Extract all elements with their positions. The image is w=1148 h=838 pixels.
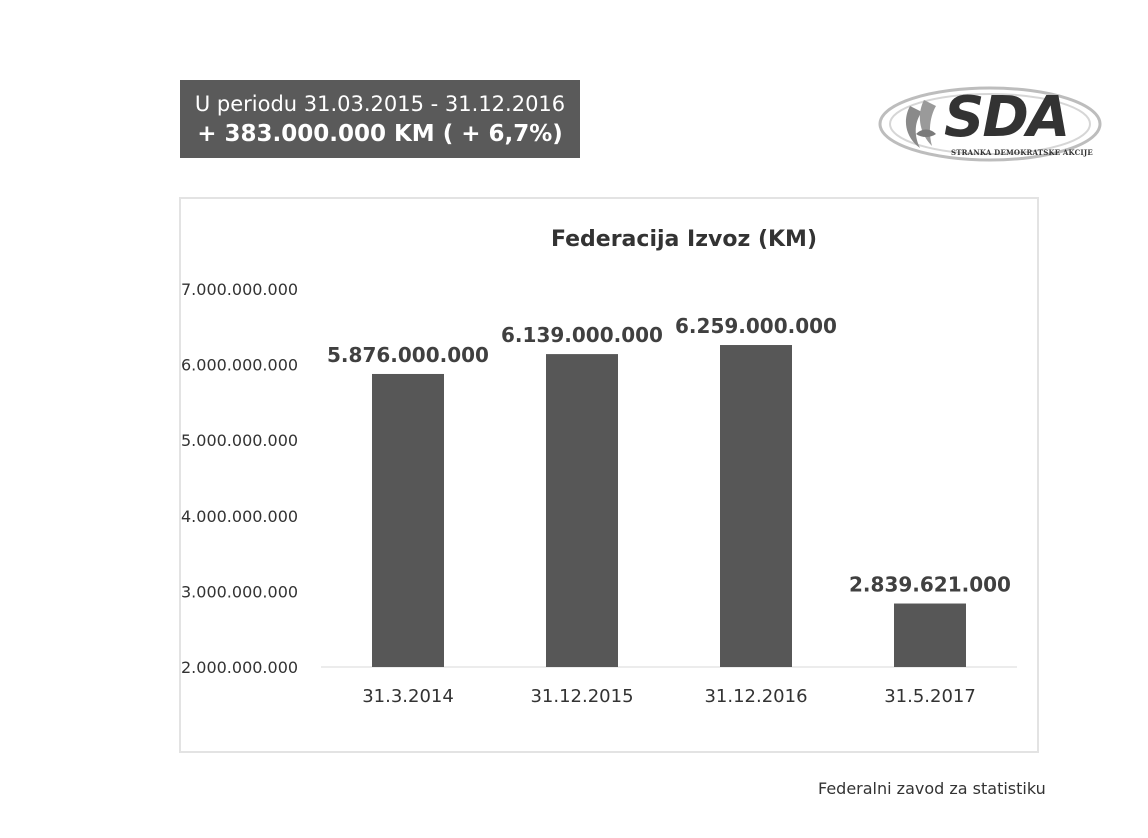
- source-note: Federalni zavod za statistiku: [818, 779, 1046, 798]
- bar-value-label: 6.259.000.000: [675, 314, 837, 338]
- x-tick-label: 31.5.2017: [884, 686, 976, 707]
- lily-emblem-icon: [878, 86, 1102, 162]
- y-axis: 2.000.000.000 3.000.000.000 4.000.000.000 5…: [181, 280, 298, 677]
- y-tick-label: 5.000.000.000: [181, 431, 298, 450]
- y-tick-label: 2.000.000.000: [181, 658, 298, 677]
- chart-frame: Federacija Izvoz (KM) 2.000.000.000 3.000…: [179, 197, 1039, 753]
- y-tick-label: 7.000.000.000: [181, 280, 298, 299]
- logo-subtitle: STRANKA DEMOKRATSKE AKCIJE: [951, 148, 1093, 157]
- export-bar-chart: Federacija Izvoz (KM) 2.000.000.000 3.000…: [181, 227, 1017, 707]
- bars-group: 5.876.000.000 6.139.000.000 6.259.000.000 2…: [327, 314, 1011, 667]
- x-tick-label: 31.3.2014: [362, 686, 454, 707]
- logo-wordmark: SDA: [944, 85, 1070, 150]
- chart-title: Federacija Izvoz (KM): [551, 227, 817, 252]
- y-tick-label: 4.000.000.000: [181, 507, 298, 526]
- banner-period-text: U periodu 31.03.2015 - 31.12.2016: [194, 92, 566, 116]
- bar: [546, 354, 618, 667]
- headline-banner: U periodu 31.03.2015 - 31.12.2016 + 383.…: [180, 80, 580, 158]
- bar: [720, 345, 792, 667]
- banner-change-text: + 383.000.000 KM ( + 6,7%): [197, 121, 563, 147]
- bar: [894, 603, 966, 667]
- y-tick-label: 6.000.000.000: [181, 356, 298, 375]
- x-axis: 31.3.2014 31.12.2015 31.12.2016 31.5.2017: [362, 686, 976, 707]
- x-tick-label: 31.12.2015: [530, 686, 633, 707]
- bar-value-label: 6.139.000.000: [501, 323, 663, 347]
- bar: [372, 373, 444, 667]
- bar-value-label: 5.876.000.000: [327, 343, 489, 367]
- bar-value-label: 2.839.621.000: [849, 573, 1011, 597]
- x-tick-label: 31.12.2016: [704, 686, 807, 707]
- y-tick-label: 3.000.000.000: [181, 582, 298, 601]
